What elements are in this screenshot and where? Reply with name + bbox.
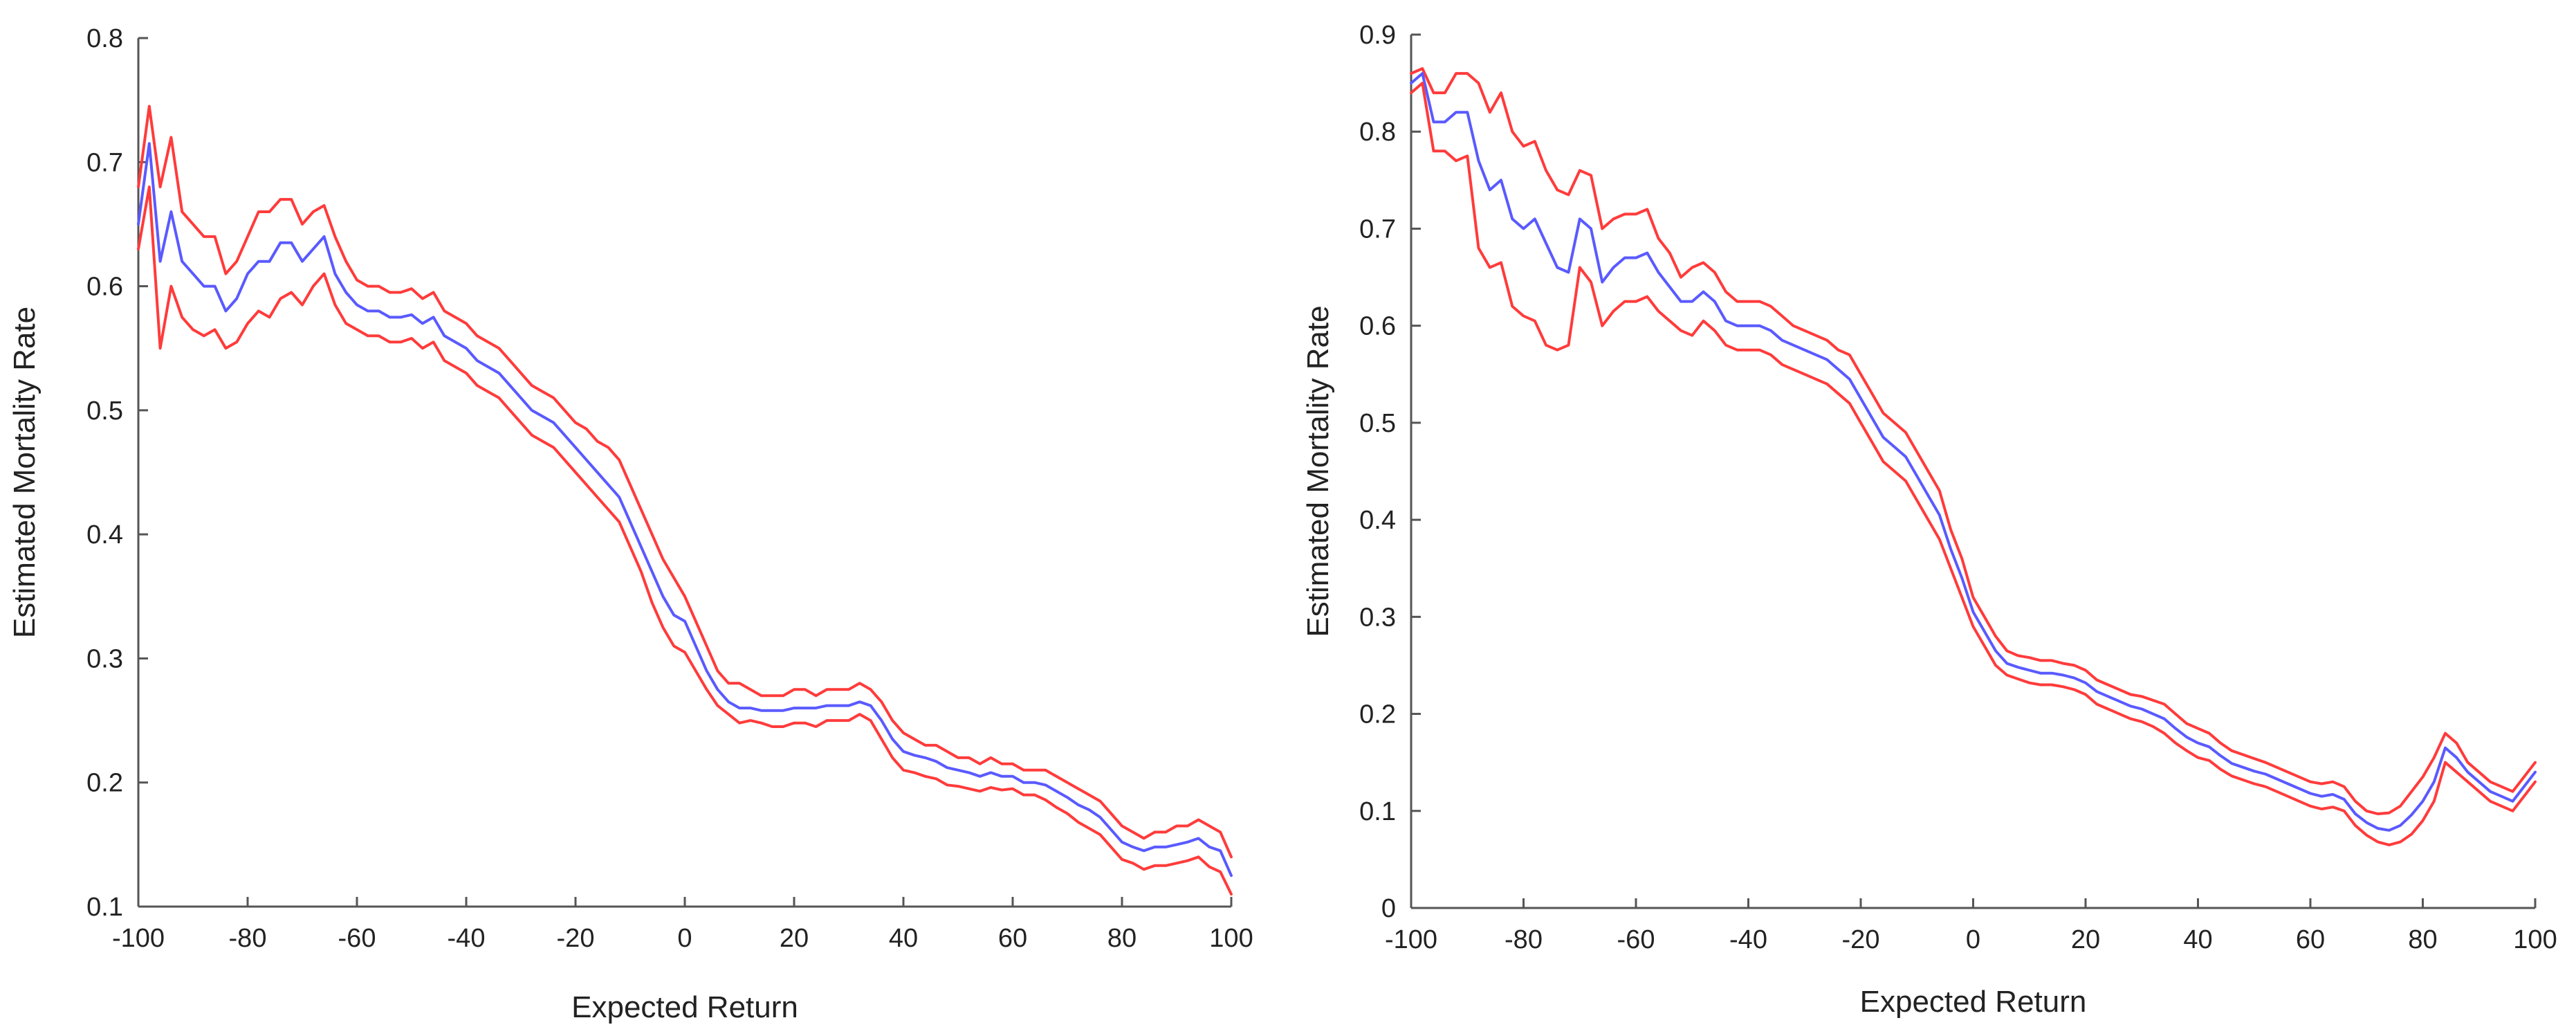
- y-tick-label: 0.5: [86, 397, 123, 426]
- y-tick-label: 0.5: [1359, 409, 1396, 438]
- y-tick-label: 0.3: [1359, 603, 1396, 632]
- y-tick-label: 0.4: [1359, 506, 1396, 535]
- x-tick-label: 0: [1966, 925, 1980, 954]
- x-tick-label: -100: [112, 924, 165, 953]
- y-tick-label: 0.8: [1359, 118, 1396, 147]
- x-tick-label: 40: [889, 924, 918, 953]
- y-axis-title: Estimated Mortality Rate: [1301, 305, 1335, 637]
- x-tick-label: 60: [2296, 925, 2325, 954]
- x-tick-label: 80: [1107, 924, 1137, 953]
- x-tick-label: -60: [1617, 925, 1655, 954]
- x-tick-label: 60: [998, 924, 1027, 953]
- right-chart: -100 -80 -60 -40 -20 0 20 40 60 80 100 0 0.1 0.2 0.3 0.…: [1301, 21, 2557, 1019]
- y-axis-title: Estimated Mortality Rate: [8, 307, 42, 638]
- upper-bound-series-line: [137, 104, 1233, 859]
- y-tick-label: 0.2: [86, 769, 123, 798]
- y-tick-label: 0.1: [86, 893, 123, 922]
- x-tick-label: 20: [780, 924, 809, 953]
- y-tick-label: 0.8: [86, 24, 123, 53]
- y-tick-label: 0.7: [86, 148, 123, 177]
- x-axis-title: Expected Return: [1860, 985, 2087, 1019]
- x-tick-label: -20: [557, 924, 595, 953]
- x-tick-label: 80: [2408, 925, 2437, 954]
- x-tick-label: -100: [1385, 925, 1437, 954]
- x-tick-label: -20: [1842, 925, 1880, 954]
- x-tick-label: -80: [1505, 925, 1543, 954]
- y-tick-label: 0.4: [86, 520, 123, 549]
- y-tick-label: 0.2: [1359, 700, 1396, 729]
- x-tick-label: 100: [1209, 924, 1253, 953]
- x-tick-label: -60: [338, 924, 376, 953]
- upper-bound-series-line: [1410, 67, 2537, 815]
- y-tick-label: 0.9: [1359, 21, 1396, 50]
- y-tick-label: 0.3: [86, 644, 123, 673]
- estimate-series-line: [1410, 72, 2537, 832]
- y-tick-label: 0.7: [1359, 215, 1396, 244]
- x-axis-title: Expected Return: [571, 990, 798, 1024]
- y-tick-label: 0.1: [1359, 797, 1396, 826]
- x-tick-label: -80: [229, 924, 267, 953]
- x-tick-label: 100: [2513, 925, 2557, 954]
- x-tick-label: -40: [1729, 925, 1767, 954]
- x-tick-label: -40: [448, 924, 486, 953]
- x-tick-label: 40: [2183, 925, 2212, 954]
- left-chart: -100 -80 -60 -40 -20 0 20 40 60 80 100 0.1 0.2 0.3 0.4…: [8, 24, 1253, 1024]
- y-tick-label: 0.6: [86, 273, 123, 302]
- x-tick-label: 20: [2071, 925, 2100, 954]
- lower-bound-series-line: [1410, 82, 2537, 846]
- y-tick-label: 0.6: [1359, 312, 1396, 341]
- y-tick-label: 0: [1381, 894, 1396, 923]
- estimate-series-line: [137, 142, 1233, 878]
- lower-bound-series-line: [137, 185, 1233, 896]
- x-tick-label: 0: [677, 924, 692, 953]
